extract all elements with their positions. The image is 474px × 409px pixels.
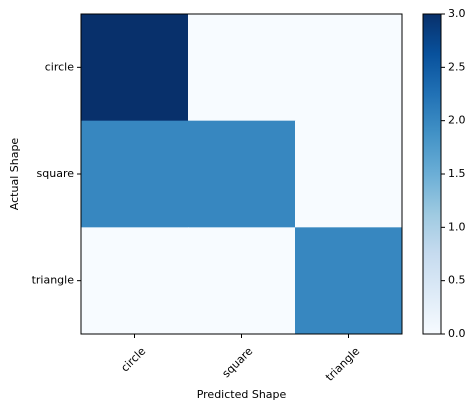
colorbar-tick-label: 0.5 <box>448 274 466 287</box>
heatmap-cell-circle-square <box>188 14 296 122</box>
colorbar-tick-label: 1.0 <box>448 220 466 233</box>
x-tick-label: triangle <box>323 344 362 383</box>
heatmap-cell-square-circle <box>81 120 189 228</box>
x-axis-label: Predicted Shape <box>197 388 287 401</box>
colorbar: 0.0 0.5 1.0 1.5 2.0 2.5 3.0 <box>422 7 466 340</box>
heatmap-cell-circle-triangle <box>295 14 403 122</box>
y-axis-label: Actual Shape <box>8 138 21 211</box>
y-tick-label: square <box>37 167 75 180</box>
heatmap-cell-square-square <box>188 120 296 228</box>
colorbar-gradient <box>422 13 442 335</box>
y-tick-label: triangle <box>32 274 75 287</box>
heatmap-cell-circle-circle <box>81 14 189 122</box>
y-axis-ticks: circle square triangle <box>32 60 81 287</box>
colorbar-tick-label: 0.0 <box>448 327 466 340</box>
x-tick-label: square <box>220 344 256 380</box>
y-tick-label: circle <box>45 60 74 73</box>
x-tick-label: circle <box>118 344 148 374</box>
heatmap-cell-triangle-circle <box>81 227 189 335</box>
x-axis-ticks: circle square triangle <box>118 334 362 384</box>
colorbar-ticks: 0.0 0.5 1.0 1.5 2.0 2.5 3.0 <box>441 7 466 340</box>
heatmap-cells <box>81 14 403 335</box>
colorbar-tick-label: 1.5 <box>448 167 466 180</box>
heatmap-cell-triangle-triangle <box>295 227 403 335</box>
heatmap-cell-square-triangle <box>295 120 403 228</box>
heatmap-cell-triangle-square <box>188 227 296 335</box>
colorbar-tick-label: 2.5 <box>448 60 466 73</box>
colorbar-tick-label: 2.0 <box>448 114 466 127</box>
colorbar-tick-label: 3.0 <box>448 7 466 20</box>
